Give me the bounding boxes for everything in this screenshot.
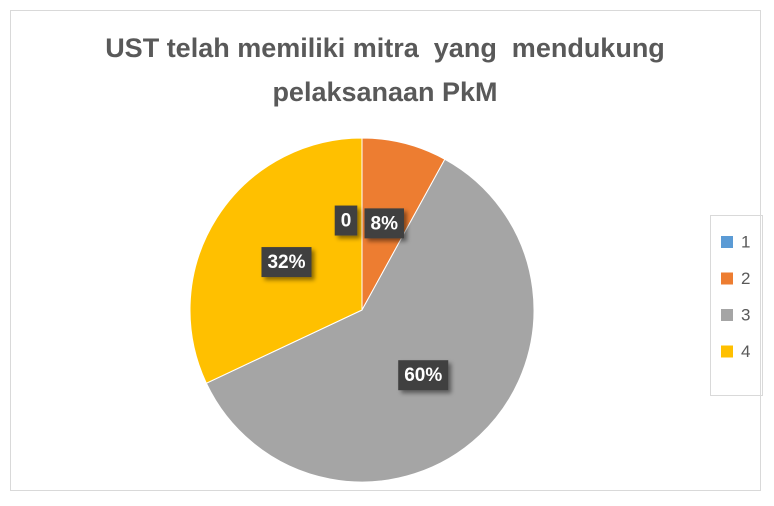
data-label-box: [261, 247, 312, 278]
data-label-text: 60%: [404, 365, 442, 386]
data-label-box: [364, 208, 404, 239]
legend-box: [710, 215, 763, 396]
data-label: 0: [334, 205, 358, 236]
chart-title: UST telah memiliki mitra yang mendukung: [105, 33, 665, 63]
data-label-box: [398, 360, 449, 391]
chart-title: pelaksanaan PkM: [272, 77, 497, 107]
legend-label: 2: [741, 269, 750, 288]
legend-swatch: [721, 272, 733, 285]
data-label-text: 0: [341, 211, 352, 232]
legend-label: 1: [741, 232, 750, 251]
data-label: 32%: [261, 247, 312, 278]
legend-swatch: [721, 345, 733, 358]
data-label-box: [334, 205, 358, 236]
legend-label: 3: [741, 305, 750, 324]
legend-swatch: [721, 236, 733, 248]
pie-slice: [205, 158, 535, 483]
legend-label: 4: [741, 342, 750, 361]
data-label-text: 8%: [371, 213, 399, 234]
data-label: 60%: [398, 360, 449, 391]
data-label-text: 32%: [267, 252, 305, 273]
legend-swatch: [721, 309, 733, 321]
data-label: 8%: [364, 208, 404, 239]
